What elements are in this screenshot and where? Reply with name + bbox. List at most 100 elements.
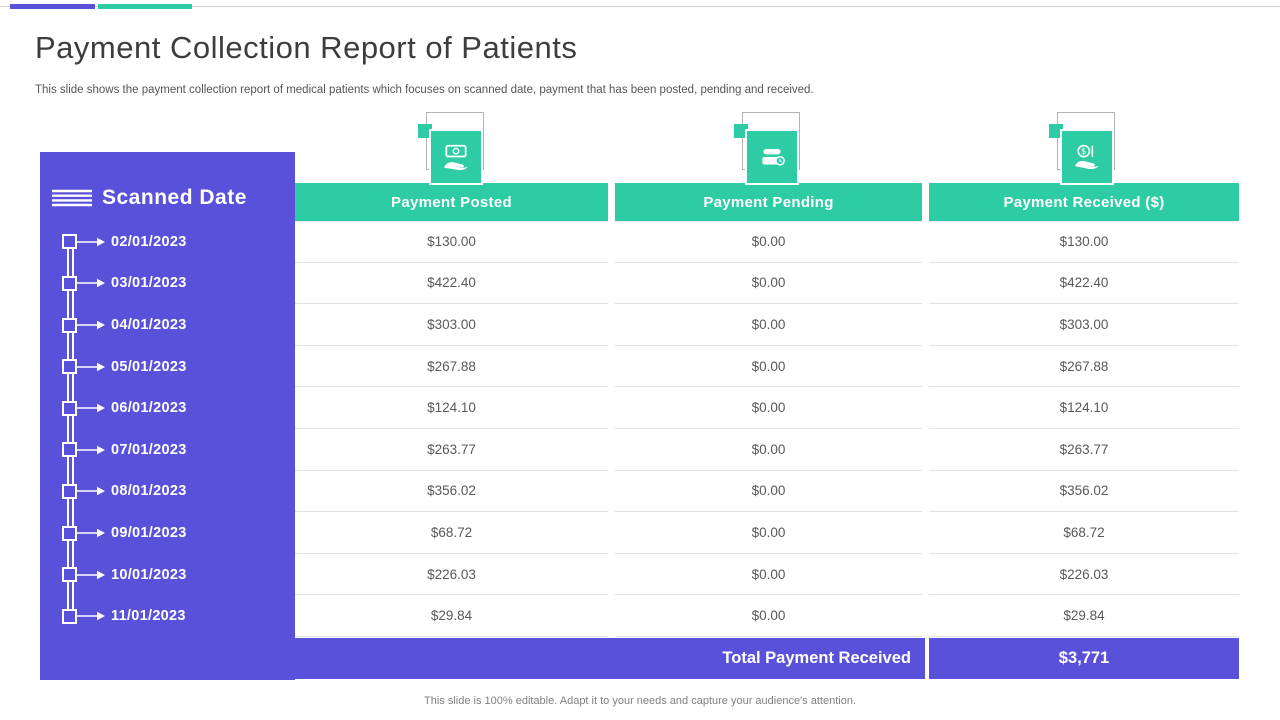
- timeline-marker: [62, 400, 77, 416]
- timeline-date: 02/01/2023: [111, 233, 187, 250]
- arrow-icon: [77, 279, 105, 288]
- timeline-marker: [62, 275, 77, 291]
- table-cell: $0.00: [615, 428, 922, 471]
- timeline-marker: [62, 359, 77, 375]
- table-cell: $263.77: [929, 428, 1239, 471]
- timeline-marker: [62, 608, 77, 624]
- top-divider-line: [0, 6, 1280, 7]
- table-cell: $0.00: [615, 595, 922, 637]
- timeline-date: 05/01/2023: [111, 358, 187, 375]
- footer-note: This slide is 100% editable. Adapt it to…: [424, 695, 856, 707]
- column-payment-received: Payment Received ($) $130.00 $422.40 $303.…: [929, 183, 1239, 637]
- timeline-item: 02/01/2023: [62, 234, 187, 250]
- arrow-icon: [77, 611, 105, 621]
- payment-posted-icon-group: [418, 112, 486, 190]
- table-cell: $29.84: [929, 595, 1239, 637]
- timeline-marker: [62, 483, 77, 499]
- timeline-item: 06/01/2023: [62, 400, 187, 416]
- table-cell: $422.40: [295, 262, 608, 305]
- timeline-date: 04/01/2023: [111, 317, 187, 333]
- accent-bar-teal: [98, 4, 192, 9]
- column-cells: $130.00 $422.40 $303.00 $267.88 $124.10 $263.…: [929, 221, 1239, 637]
- timeline-date: 03/01/2023: [111, 275, 187, 292]
- timeline-item: 03/01/2023: [62, 275, 187, 291]
- column-payment-pending: Payment Pending $0.00 $0.00 $0.00 $0.00 $0.0…: [615, 183, 922, 637]
- timeline-item: 07/01/2023: [62, 442, 187, 458]
- table-cell: $0.00: [615, 345, 922, 388]
- table-cell: $124.10: [929, 387, 1239, 429]
- table-cell: $303.00: [929, 304, 1239, 346]
- table-cell: $29.84: [295, 595, 608, 637]
- column-cells: $130.00 $422.40 $303.00 $267.88 $124.10 $263.…: [295, 221, 608, 637]
- scanned-date-label: Scanned Date: [102, 186, 247, 209]
- arrow-icon: [77, 445, 105, 454]
- list-lines-icon: [52, 189, 92, 207]
- arrow-icon: [77, 487, 105, 496]
- column-cells: $0.00 $0.00 $0.00 $0.00 $0.00 $0.00 $0.00 $0.00…: [615, 221, 922, 637]
- timeline-item: 10/01/2023: [62, 567, 187, 583]
- arrow-icon: [77, 528, 105, 538]
- column-header: Payment Posted: [295, 183, 608, 221]
- small-square: [1049, 124, 1063, 138]
- table-cell: $130.00: [295, 221, 608, 263]
- accent-bar-purple: [10, 4, 95, 9]
- small-square: [418, 124, 432, 138]
- timeline-item: 04/01/2023: [62, 317, 187, 333]
- timeline-date: 11/01/2023: [111, 608, 186, 625]
- column-header: Payment Pending: [615, 183, 922, 221]
- scanned-date-panel: Scanned Date 02/01/2023 03/01/2023 04/01/2…: [40, 152, 295, 680]
- table-cell: $0.00: [615, 221, 922, 263]
- table-cell: $0.00: [615, 553, 922, 596]
- timeline-marker: [62, 442, 77, 458]
- page-title: Payment Collection Report of Patients: [35, 30, 578, 65]
- wallet-icon: [745, 129, 799, 185]
- timeline-date: 07/01/2023: [111, 441, 187, 458]
- arrow-icon: [77, 237, 105, 246]
- table-cell: $0.00: [615, 512, 922, 554]
- hand-banknote-icon: [429, 129, 483, 185]
- table-cell: $267.88: [295, 345, 608, 388]
- scanned-date-header: Scanned Date: [52, 186, 247, 210]
- table-cell: $422.40: [929, 262, 1239, 305]
- table-cell: $356.02: [295, 470, 608, 513]
- table-cell: $130.00: [929, 221, 1239, 263]
- table-cell: $0.00: [615, 387, 922, 429]
- timeline-marker: [62, 317, 77, 333]
- timeline-date: 09/01/2023: [111, 525, 187, 541]
- payments-table: Payment Posted $130.00 $422.40 $303.00 $267…: [295, 183, 1239, 637]
- timeline-date: 10/01/2023: [111, 566, 187, 583]
- timeline-item: 05/01/2023: [62, 359, 187, 375]
- timeline-marker: [62, 567, 77, 583]
- page-subtitle: This slide shows the payment collection …: [35, 84, 814, 96]
- table-cell: $267.88: [929, 345, 1239, 388]
- timeline-connector: [67, 242, 74, 616]
- timeline-marker: [62, 234, 77, 250]
- table-cell: $303.00: [295, 304, 608, 346]
- timeline-date: 06/01/2023: [111, 400, 187, 417]
- arrow-icon: [77, 320, 105, 330]
- table-cell: $68.72: [295, 512, 608, 554]
- timeline-date: 08/01/2023: [111, 483, 187, 500]
- timeline-marker: [62, 525, 77, 541]
- table-cell: $0.00: [615, 304, 922, 346]
- table-cell: $124.10: [295, 387, 608, 429]
- svg-text:$: $: [1081, 147, 1086, 157]
- total-divider: [925, 638, 929, 679]
- column-header: Payment Received ($): [929, 183, 1239, 221]
- total-label: Total Payment Received: [295, 638, 925, 679]
- table-cell: $356.02: [929, 470, 1239, 513]
- timeline-item: 11/01/2023: [62, 608, 186, 624]
- table-cell: $0.00: [615, 470, 922, 513]
- payment-pending-icon-group: [734, 112, 802, 190]
- small-square: [734, 124, 748, 138]
- payment-received-icon-group: $: [1049, 112, 1117, 190]
- total-value: $3,771: [929, 638, 1239, 679]
- arrow-icon: [77, 570, 105, 579]
- table-cell: $226.03: [295, 553, 608, 596]
- table-cell: $263.77: [295, 428, 608, 471]
- table-cell: $68.72: [929, 512, 1239, 554]
- table-cell: $226.03: [929, 553, 1239, 596]
- timeline-item: 09/01/2023: [62, 525, 187, 541]
- hand-coin-icon: $: [1060, 129, 1114, 185]
